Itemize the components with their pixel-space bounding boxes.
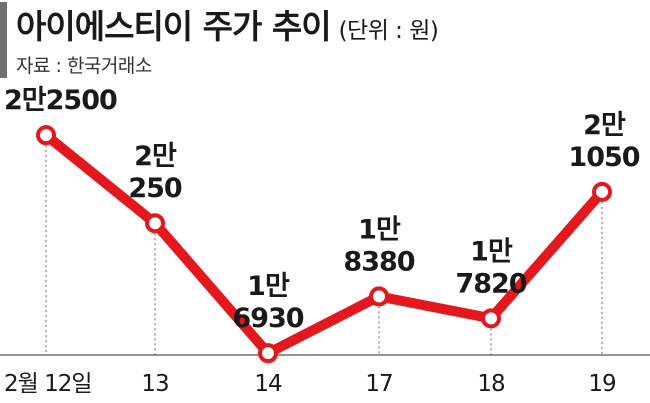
data-label: 1050 [568, 142, 639, 173]
x-tick-label: 2월 12일 [4, 371, 92, 397]
price-series-line [41, 130, 607, 359]
data-label: 1만 [358, 214, 401, 245]
title-block: 아이에스티이 주가 추이 (단위 : 원) [16, 0, 439, 46]
unit-note: (단위 : 원) [338, 18, 439, 44]
data-label: 1만 [470, 236, 513, 267]
data-point-marker [145, 213, 165, 234]
x-tick-label: 13 [141, 371, 168, 397]
data-label: 1만 [247, 271, 290, 302]
data-label: 7820 [455, 268, 526, 299]
data-point-marker [481, 308, 501, 329]
data-point-marker [36, 125, 56, 146]
data-label: 2만 [583, 110, 626, 141]
source-note: 자료 : 한국거래소 [16, 55, 152, 77]
data-point-marker [258, 343, 278, 364]
x-tick-label: 17 [365, 371, 392, 397]
x-tick-label: 19 [588, 371, 616, 397]
data-point-marker [592, 181, 612, 202]
data-label: 2만 [134, 141, 177, 172]
x-tick-label: 18 [477, 371, 505, 397]
chart-title: 아이에스티이 주가 추이 [16, 7, 332, 46]
data-label: 6930 [232, 303, 303, 334]
data-label: 2만2500 [4, 85, 117, 116]
data-label: 250 [128, 173, 182, 204]
x-tick-label: 14 [254, 371, 282, 397]
data-label: 8380 [343, 246, 414, 277]
title-accent-bar [0, 2, 7, 78]
data-point-marker [369, 286, 389, 307]
